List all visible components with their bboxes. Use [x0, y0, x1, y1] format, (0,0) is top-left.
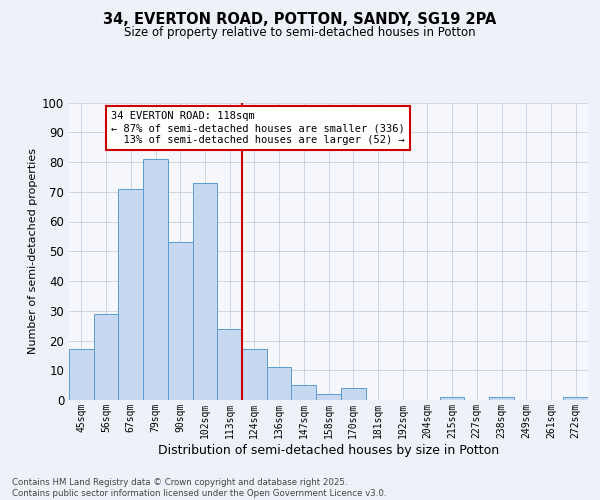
Y-axis label: Number of semi-detached properties: Number of semi-detached properties [28, 148, 38, 354]
Bar [143, 159, 168, 400]
Bar [563, 397, 588, 400]
Bar [69, 350, 94, 400]
Bar [316, 394, 341, 400]
Text: 34, EVERTON ROAD, POTTON, SANDY, SG19 2PA: 34, EVERTON ROAD, POTTON, SANDY, SG19 2P… [103, 12, 497, 28]
Bar [489, 397, 514, 400]
Bar [267, 368, 292, 400]
Text: Size of property relative to semi-detached houses in Potton: Size of property relative to semi-detach… [124, 26, 476, 39]
Bar [217, 328, 242, 400]
Text: 34 EVERTON ROAD: 118sqm
← 87% of semi-detached houses are smaller (336)
  13% of: 34 EVERTON ROAD: 118sqm ← 87% of semi-de… [111, 112, 405, 144]
Text: Contains HM Land Registry data © Crown copyright and database right 2025.
Contai: Contains HM Land Registry data © Crown c… [12, 478, 386, 498]
Bar [94, 314, 118, 400]
Bar [440, 397, 464, 400]
Bar [118, 189, 143, 400]
X-axis label: Distribution of semi-detached houses by size in Potton: Distribution of semi-detached houses by … [158, 444, 499, 456]
Bar [193, 183, 217, 400]
Bar [168, 242, 193, 400]
Bar [242, 350, 267, 400]
Bar [341, 388, 365, 400]
Bar [292, 385, 316, 400]
